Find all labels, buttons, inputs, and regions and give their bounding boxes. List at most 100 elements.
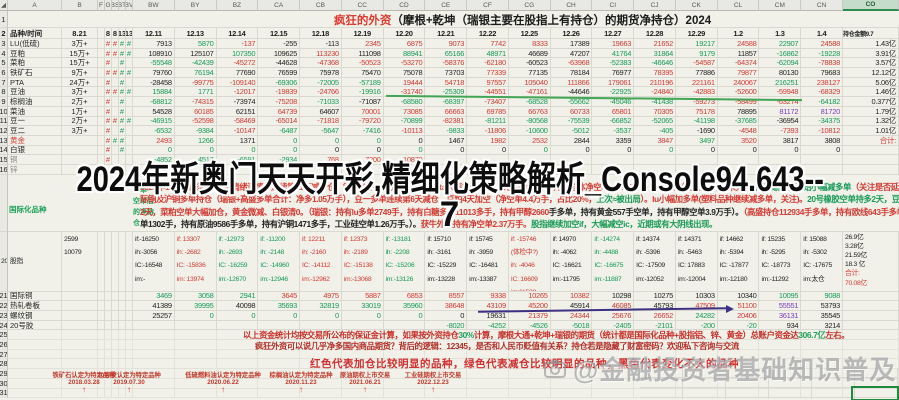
cell[interactable]: # — [112, 48, 119, 59]
cell[interactable] — [258, 378, 301, 389]
cell[interactable]: 12.14 — [216, 28, 259, 39]
cell[interactable]: -68812 — [133, 97, 175, 107]
cell[interactable]: if: 15745 ih: -3959 IC: -16481 im:-13387 — [467, 231, 509, 292]
cell[interactable]: # — [112, 87, 119, 98]
cell[interactable]: -57189 — [341, 77, 384, 88]
cell[interactable]: 2941 — [216, 291, 259, 302]
cell[interactable]: 15万+ — [62, 48, 98, 59]
cell[interactable] — [383, 349, 426, 360]
cell[interactable]: 0 — [300, 311, 342, 321]
cell[interactable]: 17389 — [550, 39, 593, 49]
cell[interactable]: 3万+ — [62, 39, 98, 49]
cell[interactable]: -81211 — [467, 116, 509, 127]
cell[interactable] — [62, 291, 98, 302]
cell[interactable] — [62, 11, 98, 28]
cell[interactable]: 0 — [174, 311, 217, 321]
cell[interactable] — [98, 231, 105, 292]
cell[interactable] — [508, 359, 551, 370]
cell[interactable]: -68580 — [383, 97, 426, 107]
cell[interactable] — [634, 155, 676, 165]
cell[interactable]: 113230 — [300, 48, 342, 59]
column-header-B[interactable]: B — [62, 0, 98, 11]
cell[interactable]: -54587 — [675, 58, 718, 69]
cell[interactable] — [133, 378, 175, 389]
cell[interactable]: 1.43亿 — [842, 39, 899, 49]
cell[interactable]: 108910 — [133, 48, 175, 59]
cell[interactable]: # — [105, 97, 112, 107]
cell[interactable] — [126, 164, 133, 175]
cell[interactable] — [98, 340, 105, 350]
cell[interactable] — [425, 155, 468, 165]
cell[interactable]: 9179 — [675, 48, 718, 59]
cell[interactable] — [467, 378, 509, 389]
row-number[interactable]: 3 — [0, 39, 8, 49]
cell[interactable] — [105, 301, 112, 311]
cell[interactable] — [98, 28, 105, 39]
cell[interactable]: 79760 — [133, 68, 175, 78]
cell[interactable] — [133, 349, 175, 360]
cell[interactable] — [508, 378, 551, 389]
cell[interactable] — [341, 11, 384, 28]
cell[interactable]: 35960 — [383, 301, 426, 311]
cell[interactable] — [98, 378, 105, 389]
row-number[interactable]: 7 — [0, 77, 8, 88]
row-number[interactable]: 23 — [0, 311, 8, 321]
cell[interactable]: 24282 — [675, 311, 718, 321]
cell[interactable] — [119, 330, 126, 341]
cell[interactable] — [112, 291, 119, 302]
cell[interactable]: if: 14970 ih: -4062 IC: -16621 im:-11795 — [550, 231, 593, 292]
cell[interactable] — [300, 369, 342, 379]
cell[interactable]: -68397 — [425, 97, 468, 107]
cell[interactable] — [759, 349, 802, 360]
cell[interactable] — [98, 388, 105, 399]
cell[interactable]: 32819 — [300, 301, 342, 311]
cell[interactable]: -69306 — [258, 77, 301, 88]
cell[interactable]: # — [119, 135, 126, 146]
cell[interactable] — [634, 330, 676, 341]
cell[interactable] — [62, 155, 98, 165]
cell[interactable]: 24344 — [550, 311, 593, 321]
cell[interactable]: # — [105, 135, 112, 146]
cell[interactable]: -59948 — [759, 87, 802, 98]
cell[interactable]: 45793 — [634, 301, 676, 311]
cell[interactable] — [383, 320, 426, 331]
cell[interactable] — [425, 340, 468, 350]
cell[interactable]: 12.13 — [174, 28, 217, 39]
cell[interactable]: -80568 — [508, 116, 551, 127]
cell[interactable] — [133, 330, 175, 341]
row-number[interactable]: 2 — [0, 28, 8, 39]
row-label[interactable]: 棕榈油 — [8, 97, 62, 107]
cell[interactable] — [425, 369, 468, 379]
cell[interactable] — [300, 330, 342, 341]
cell[interactable]: 768 — [300, 155, 342, 165]
cell[interactable]: 19217 — [675, 39, 718, 49]
cell[interactable]: 3808 — [801, 135, 843, 146]
column-header-CA[interactable]: CA — [258, 0, 301, 11]
cell[interactable]: -7393 — [759, 126, 802, 136]
cell[interactable]: -24766 — [300, 87, 342, 98]
cell[interactable] — [216, 378, 259, 389]
cell[interactable] — [112, 369, 119, 379]
cell[interactable]: -2101 — [634, 320, 676, 331]
cell[interactable]: 78184 — [550, 68, 593, 78]
cell[interactable]: -44628 — [258, 58, 301, 69]
cell[interactable]: if: -11200 ih: -2148 IC: -14960 im:-1294… — [258, 231, 301, 292]
cell[interactable] — [126, 291, 133, 302]
cell[interactable]: -73407 — [467, 97, 509, 107]
cell[interactable]: 10382 — [550, 291, 593, 302]
cell[interactable]: 7200 — [341, 155, 384, 165]
cell[interactable]: 78395 — [634, 68, 676, 78]
cell[interactable]: -46915 — [133, 116, 175, 127]
cell[interactable] — [119, 369, 126, 379]
cell[interactable]: 3817 — [759, 135, 802, 146]
cell[interactable]: 111098 — [341, 48, 384, 59]
cell[interactable]: 13 — [119, 28, 126, 39]
cell[interactable]: 240067 — [717, 77, 760, 88]
cell[interactable] — [592, 164, 635, 175]
cell[interactable]: 0 — [300, 135, 342, 146]
cell[interactable] — [383, 378, 426, 389]
cell[interactable] — [467, 359, 509, 370]
cell[interactable]: -2405 — [592, 320, 635, 331]
row-number[interactable]: 14 — [0, 145, 8, 156]
cell[interactable] — [341, 388, 384, 399]
